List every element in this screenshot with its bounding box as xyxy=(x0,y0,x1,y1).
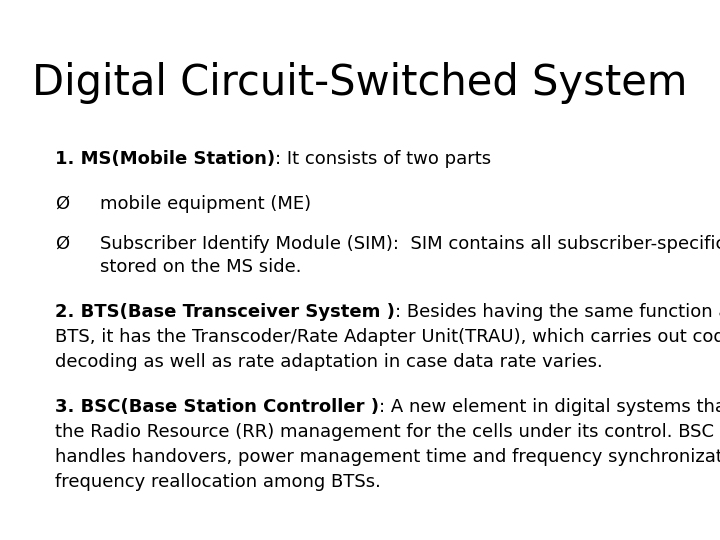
Text: 3. BSC(Base Station Controller ): 3. BSC(Base Station Controller ) xyxy=(55,398,379,416)
Text: Ø: Ø xyxy=(55,195,69,213)
Text: 1. MS(Mobile Station): 1. MS(Mobile Station) xyxy=(55,150,275,168)
Text: Ø: Ø xyxy=(55,235,69,253)
Text: decoding as well as rate adaptation in case data rate varies.: decoding as well as rate adaptation in c… xyxy=(55,353,603,371)
Text: 2. BTS(Base Transceiver System ): 2. BTS(Base Transceiver System ) xyxy=(55,303,395,321)
Text: BTS, it has the Transcoder/Rate Adapter Unit(TRAU), which carries out coding and: BTS, it has the Transcoder/Rate Adapter … xyxy=(55,328,720,346)
Text: Digital Circuit-Switched System: Digital Circuit-Switched System xyxy=(32,62,688,104)
Text: stored on the MS side.: stored on the MS side. xyxy=(100,258,302,276)
Text: Subscriber Identify Module (SIM):  SIM contains all subscriber-specific data: Subscriber Identify Module (SIM): SIM co… xyxy=(100,235,720,253)
Text: frequency reallocation among BTSs.: frequency reallocation among BTSs. xyxy=(55,473,381,491)
Text: : A new element in digital systems that performs: : A new element in digital systems that … xyxy=(379,398,720,416)
Text: handles handovers, power management time and frequency synchronization, and: handles handovers, power management time… xyxy=(55,448,720,466)
Text: mobile equipment (ME): mobile equipment (ME) xyxy=(100,195,311,213)
Text: the Radio Resource (RR) management for the cells under its control. BSC also: the Radio Resource (RR) management for t… xyxy=(55,423,720,441)
Text: : It consists of two parts: : It consists of two parts xyxy=(275,150,491,168)
Text: : Besides having the same function as the analog: : Besides having the same function as th… xyxy=(395,303,720,321)
